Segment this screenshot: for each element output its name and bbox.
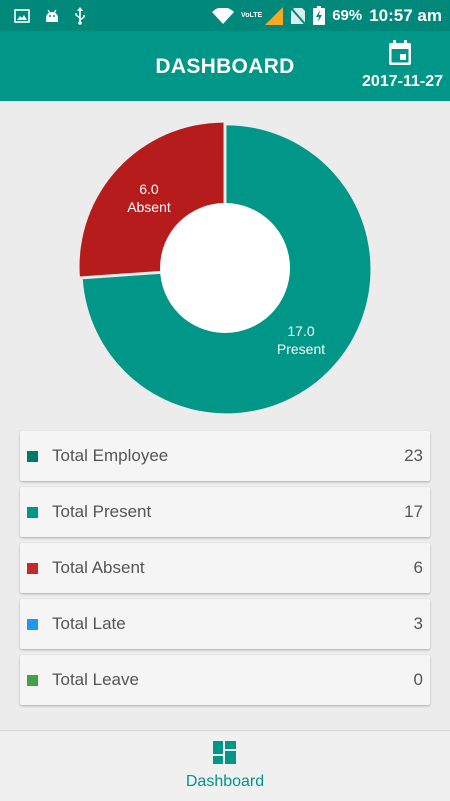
slice-category-label: Present (277, 341, 325, 357)
stat-label: Total Absent (52, 558, 145, 577)
slice-value-label: 17.0 (287, 323, 314, 339)
stat-label: Total Late (52, 614, 126, 633)
usb-icon (75, 6, 85, 25)
stat-label: Total Employee (52, 446, 169, 465)
stat-label: Total Present (52, 502, 152, 521)
wifi-icon (212, 7, 235, 24)
volte-label: VoLTE (241, 12, 263, 19)
legend-swatch (27, 450, 38, 462)
legend-swatch (27, 618, 38, 630)
stat-row[interactable]: Total Employee 23 (20, 431, 430, 481)
app-bar: DASHBOARD 2017-11-27 (0, 31, 450, 101)
signal-icon (265, 6, 284, 25)
dashboard-icon[interactable] (213, 741, 236, 764)
stat-value: 3 (413, 614, 423, 633)
attendance-donut-chart: 17.0 Present 6.0 Absent (79, 122, 371, 414)
stat-row[interactable]: Total Late 3 (20, 599, 430, 649)
stats-list: Total Employee 23 Total Present 17 Total Abs… (20, 431, 430, 711)
stat-label: Total Leave (52, 670, 139, 689)
page-title: DASHBOARD (155, 55, 295, 78)
calendar-icon[interactable] (388, 40, 412, 66)
stat-value: 23 (404, 446, 423, 465)
selected-date[interactable]: 2017-11-27 (362, 73, 443, 90)
legend-swatch (27, 562, 38, 574)
android-icon (46, 9, 58, 22)
stat-value: 17 (404, 502, 423, 521)
legend-swatch (27, 506, 38, 518)
no-sim-icon (290, 6, 306, 25)
nav-item-dashboard[interactable]: Dashboard (185, 773, 265, 790)
slice-value-label: 6.0 (139, 181, 159, 197)
donut-hole (160, 203, 290, 333)
bottom-navigation: Dashboard (0, 730, 450, 801)
slice-category-label: Absent (127, 199, 171, 215)
stat-row[interactable]: Total Absent 6 (20, 543, 430, 593)
clock: 10:57 am (369, 5, 442, 25)
stat-value: 6 (413, 558, 423, 577)
image-icon (14, 8, 30, 23)
battery-charging-icon (313, 6, 326, 25)
battery-percent: 69% (332, 7, 363, 24)
stat-row[interactable]: Total Present 17 (20, 487, 430, 537)
status-bar: VoLTE 69% 10:57 am (0, 0, 450, 31)
stat-row[interactable]: Total Leave 0 (20, 655, 430, 705)
legend-swatch (27, 674, 38, 686)
stat-value: 0 (413, 670, 423, 689)
